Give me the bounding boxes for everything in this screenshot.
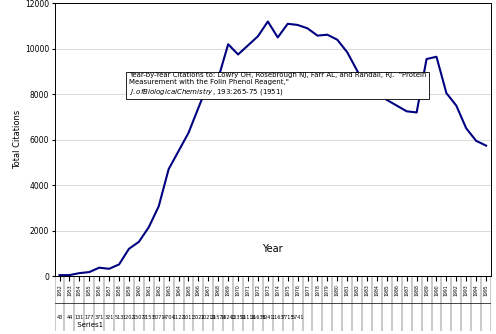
Text: Year: Year (262, 244, 283, 254)
Text: 3022: 3022 (192, 315, 205, 320)
Text: 1992: 1992 (454, 284, 459, 296)
Text: 1972: 1972 (255, 284, 260, 296)
Text: 1978: 1978 (315, 284, 320, 296)
Text: 1970: 1970 (236, 284, 241, 296)
Text: 371: 371 (95, 315, 104, 320)
Text: 1987: 1987 (404, 284, 409, 296)
Text: 1011: 1011 (182, 315, 195, 320)
Text: 1983: 1983 (365, 284, 370, 296)
Text: 1968: 1968 (216, 284, 221, 296)
Text: 1966: 1966 (196, 284, 201, 296)
Text: 1985: 1985 (384, 284, 389, 296)
Text: 11574: 11574 (210, 315, 226, 320)
Text: 1991: 1991 (444, 284, 449, 296)
Text: 1995: 1995 (484, 284, 489, 296)
Text: 1973: 1973 (265, 284, 270, 296)
Text: 1954: 1954 (77, 284, 82, 296)
Text: 1974: 1974 (275, 284, 280, 296)
Text: 1993: 1993 (464, 284, 469, 296)
Text: 13241: 13241 (220, 315, 236, 320)
Text: 1960: 1960 (136, 284, 141, 296)
Text: 1988: 1988 (414, 284, 419, 296)
Text: 5741: 5741 (291, 315, 304, 320)
Text: 4704: 4704 (162, 315, 175, 320)
Text: 1956: 1956 (97, 284, 102, 296)
Text: 1961: 1961 (146, 284, 151, 296)
Text: 3071: 3071 (152, 315, 165, 320)
Text: 1958: 1958 (117, 284, 122, 296)
Text: 1977: 1977 (305, 284, 310, 296)
Text: 1122: 1122 (172, 315, 185, 320)
Text: 1969: 1969 (226, 284, 231, 296)
Text: 11636: 11636 (250, 315, 266, 320)
Text: 1994: 1994 (474, 284, 479, 296)
Text: 5041: 5041 (261, 315, 274, 320)
Text: 1976: 1976 (295, 284, 300, 296)
Text: 1989: 1989 (424, 284, 429, 296)
Text: 1955: 1955 (87, 284, 92, 296)
Text: 1163: 1163 (271, 315, 284, 320)
Text: 1965: 1965 (186, 284, 191, 296)
Text: 2153: 2153 (142, 315, 155, 320)
Text: 1959: 1959 (126, 284, 131, 296)
Y-axis label: Total Citations: Total Citations (13, 110, 22, 169)
Text: 1953: 1953 (67, 284, 72, 296)
Text: 1990: 1990 (434, 284, 439, 296)
Text: 1957: 1957 (107, 284, 112, 296)
Text: 1979: 1979 (325, 284, 330, 296)
Text: 1952: 1952 (57, 284, 62, 296)
Text: 1982: 1982 (355, 284, 360, 296)
Text: 131: 131 (75, 315, 84, 320)
Text: 1986: 1986 (394, 284, 399, 296)
Text: 43: 43 (57, 315, 62, 320)
Text: 1967: 1967 (206, 284, 211, 296)
Text: 44: 44 (66, 315, 72, 320)
Text: 1962: 1962 (156, 284, 161, 296)
Text: 1963: 1963 (166, 284, 171, 296)
Text: 10219: 10219 (200, 315, 216, 320)
Text: 1971: 1971 (246, 284, 250, 296)
Text: 177: 177 (85, 315, 94, 320)
Text: 7715: 7715 (281, 315, 294, 320)
Text: 321: 321 (105, 315, 114, 320)
Text: 1507: 1507 (132, 315, 145, 320)
Text: Year-by-Year Citations to: Lowry OH, Rosebrough NJ, Farr AL, and Randall, RJ.  ": Year-by-Year Citations to: Lowry OH, Ros… (129, 71, 426, 97)
Text: Series1: Series1 (57, 322, 103, 328)
Text: 1981: 1981 (345, 284, 350, 296)
Text: 513: 513 (115, 315, 124, 320)
Text: 1202: 1202 (123, 315, 135, 320)
Text: 1984: 1984 (374, 284, 379, 296)
Text: 1975: 1975 (285, 284, 290, 296)
Text: 11116: 11116 (240, 315, 256, 320)
Text: 1980: 1980 (335, 284, 340, 296)
Text: 1964: 1964 (176, 284, 181, 296)
Text: 13350: 13350 (230, 315, 246, 320)
